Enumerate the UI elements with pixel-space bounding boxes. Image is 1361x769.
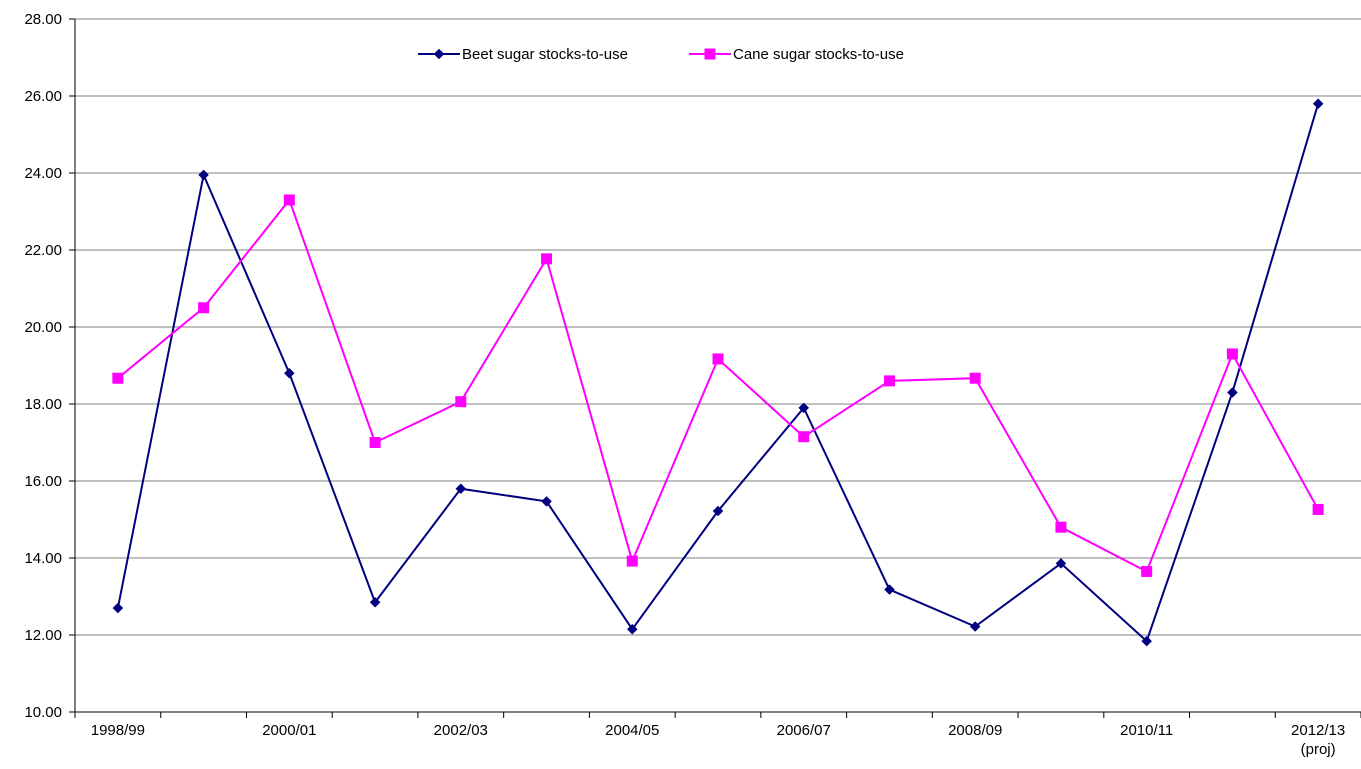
cane-sugar-series: [112, 194, 1324, 577]
x-tick-label: 2004/05: [605, 722, 659, 739]
gridlines: [75, 18, 1361, 636]
y-tick-label: 16.00: [24, 473, 62, 490]
beet-sugar-legend-label: Beet sugar stocks-to-use: [462, 46, 628, 63]
beet-sugar-data-point: [112, 602, 124, 614]
beet-sugar-legend-item: Beet sugar stocks-to-use: [418, 46, 628, 63]
beet-sugar-data-point: [1227, 387, 1238, 398]
y-axis-tick-labels: 10.00 12.00 14.00 16.00 18.00 20.00 22.00 24.00…: [24, 11, 62, 721]
cane-sugar-data-point: [198, 302, 210, 314]
y-tick-label: 14.00: [24, 550, 62, 567]
cane-sugar-data-point: [626, 555, 638, 567]
cane-sugar-legend-label: Cane sugar stocks-to-use: [733, 46, 904, 63]
beet-sugar-series-line: [116, 103, 1320, 643]
cane-sugar-data-point: [1226, 348, 1238, 360]
axes: [69, 18, 1361, 718]
x-axis-tick-labels: 1998/99 2000/01 2002/03 2004/05 2006/07 2008/…: [91, 722, 1346, 758]
x-tick-label: 2010/11: [1120, 722, 1173, 739]
beet-sugar-data-point: [969, 621, 981, 632]
cane-sugar-legend-marker: [704, 48, 716, 60]
cane-sugar-data-point: [883, 375, 895, 387]
x-tick-label: (proj): [1301, 741, 1336, 758]
y-tick-label: 12.00: [24, 627, 62, 644]
y-tick-label: 20.00: [24, 319, 62, 336]
beet-sugar-data-point: [1055, 558, 1067, 569]
beet-sugar-data-point: [626, 623, 638, 635]
cane-sugar-data-point: [112, 372, 124, 384]
x-tick-label: 2012/13: [1291, 722, 1345, 739]
x-tick-label: 2002/03: [434, 722, 488, 739]
y-tick-label: 26.00: [24, 88, 62, 105]
x-tick-label: 2000/01: [262, 722, 316, 739]
x-tick-label: 2008/09: [948, 722, 1002, 739]
cane-sugar-data-point: [969, 372, 981, 384]
beet-sugar-data-point: [712, 505, 724, 517]
cane-sugar-data-point: [1312, 503, 1324, 515]
y-tick-label: 24.00: [24, 165, 62, 182]
cane-sugar-data-point: [369, 437, 381, 448]
y-tick-label: 28.00: [24, 11, 62, 28]
cane-sugar-legend-item: Cane sugar stocks-to-use: [689, 46, 904, 63]
cane-sugar-data-point: [455, 396, 467, 408]
cane-sugar-data-point: [1141, 565, 1153, 577]
beet-sugar-data-point: [369, 596, 381, 608]
beet-sugar-data-point: [1312, 98, 1324, 110]
cane-sugar-data-point: [541, 253, 553, 265]
beet-sugar-data-point: [541, 496, 552, 507]
data-series: [112, 98, 1324, 647]
y-tick-label: 18.00: [24, 396, 62, 413]
legend: Beet sugar stocks-to-use Cane sugar stock…: [418, 46, 904, 63]
beet-sugar-series: [112, 98, 1324, 647]
beet-sugar-legend-marker: [433, 48, 445, 60]
beet-sugar-data-point: [283, 367, 295, 379]
x-tick-label: 1998/99: [91, 722, 145, 739]
beet-sugar-data-point: [198, 169, 209, 181]
beet-sugar-data-point: [884, 584, 895, 595]
y-tick-label: 22.00: [24, 242, 62, 259]
beet-sugar-data-point: [798, 402, 810, 414]
cane-sugar-data-point: [712, 353, 724, 365]
x-tick-label: 2006/07: [777, 722, 831, 739]
cane-sugar-data-point: [798, 431, 810, 443]
cane-sugar-data-point: [1055, 521, 1067, 533]
beet-sugar-data-point: [1141, 635, 1153, 647]
y-tick-label: 10.00: [24, 704, 62, 721]
cane-sugar-data-point: [283, 194, 295, 206]
beet-sugar-data-point: [455, 483, 467, 495]
